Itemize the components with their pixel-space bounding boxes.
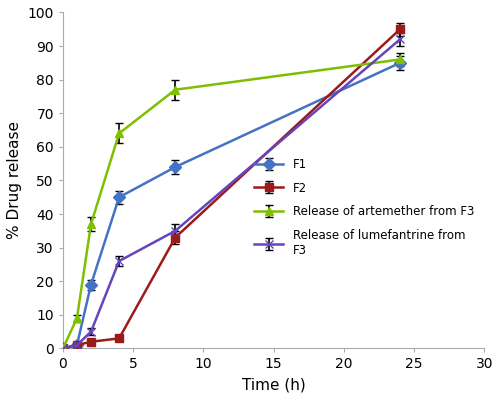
- Y-axis label: % Drug release: % Drug release: [7, 121, 22, 239]
- X-axis label: Time (h): Time (h): [242, 377, 306, 392]
- Legend: F1, F2, Release of artemether from F3, Release of lumefantrine from
F3: F1, F2, Release of artemether from F3, R…: [254, 158, 474, 257]
